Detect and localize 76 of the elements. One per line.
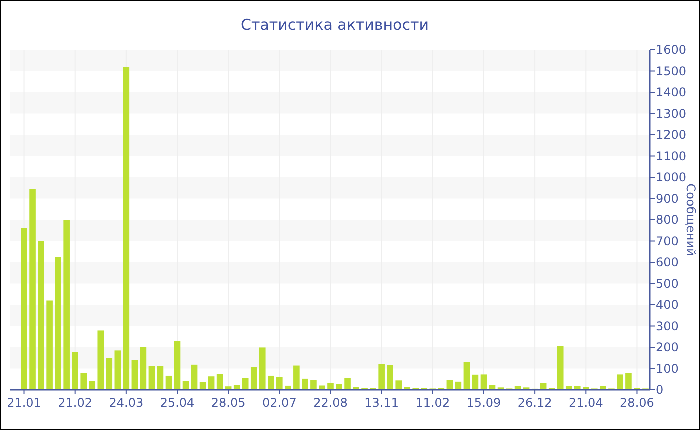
bar bbox=[259, 348, 266, 390]
bar bbox=[336, 384, 342, 390]
bar bbox=[626, 373, 632, 390]
bar bbox=[480, 374, 488, 390]
y-tick-label: 100 bbox=[656, 362, 679, 376]
bar bbox=[174, 341, 181, 390]
chart-title: Статистика активности bbox=[241, 16, 429, 34]
y-tick-label: 900 bbox=[656, 192, 679, 206]
y-tick-label: 1300 bbox=[656, 106, 687, 121]
y-tick-label: 500 bbox=[656, 276, 679, 291]
bar bbox=[557, 346, 564, 390]
x-tick-label: 02.07 bbox=[262, 396, 297, 410]
x-tick-label: 21.04 bbox=[568, 396, 604, 410]
x-tick-label: 26.12 bbox=[518, 396, 552, 410]
bar bbox=[148, 366, 156, 390]
bar bbox=[268, 376, 274, 390]
bar bbox=[276, 377, 283, 390]
bar bbox=[310, 380, 317, 390]
x-tick-label: 13.11 bbox=[364, 396, 400, 410]
bar bbox=[89, 381, 96, 390]
y-tick-label: 1200 bbox=[656, 128, 687, 142]
bar bbox=[191, 364, 198, 390]
bar bbox=[472, 374, 479, 390]
bar bbox=[216, 374, 224, 390]
y-tick-label: 400 bbox=[656, 298, 679, 312]
bar bbox=[387, 365, 394, 390]
x-tick-label: 11.02 bbox=[416, 396, 450, 410]
y-tick-label: 300 bbox=[656, 319, 679, 334]
bar bbox=[302, 378, 308, 390]
bar bbox=[464, 362, 470, 390]
y-tick-label: 1000 bbox=[656, 170, 687, 185]
y-tick-label: 600 bbox=[656, 256, 679, 270]
x-tick-label: 22.08 bbox=[314, 396, 348, 410]
bar bbox=[208, 376, 215, 390]
bar bbox=[294, 366, 300, 390]
x-tick-label: 15.09 bbox=[466, 396, 502, 410]
x-tick-label: 28.06 bbox=[620, 396, 654, 410]
bar bbox=[132, 360, 138, 390]
bar bbox=[98, 330, 104, 390]
bar bbox=[157, 366, 164, 390]
bar bbox=[396, 380, 402, 390]
bar bbox=[46, 300, 53, 390]
bar bbox=[80, 373, 87, 390]
y-tick-label: 1500 bbox=[656, 64, 687, 78]
y-tick-label: 200 bbox=[656, 340, 679, 355]
y-tick-label: 1600 bbox=[656, 43, 687, 58]
y-tick-label: 700 bbox=[656, 234, 679, 248]
bar bbox=[55, 257, 62, 390]
y-axis-title: Сообщений bbox=[684, 184, 698, 256]
bar bbox=[114, 350, 122, 390]
bar bbox=[106, 358, 113, 390]
bar bbox=[378, 364, 385, 390]
x-tick-label: 24.03 bbox=[109, 396, 144, 410]
bar bbox=[344, 378, 351, 390]
x-tick-label: 25.04 bbox=[160, 396, 195, 410]
bar bbox=[446, 380, 454, 390]
bar bbox=[21, 228, 28, 390]
x-tick-label: 21.02 bbox=[58, 396, 93, 410]
x-tick-label: 28.05 bbox=[211, 396, 246, 410]
bar bbox=[72, 352, 78, 390]
y-tick-label: 0 bbox=[656, 383, 664, 398]
y-tick-label: 800 bbox=[656, 213, 679, 228]
bar bbox=[242, 378, 249, 390]
y-tick-label: 1100 bbox=[656, 149, 687, 164]
bar bbox=[182, 381, 190, 390]
bar bbox=[123, 67, 130, 390]
bar bbox=[617, 374, 624, 390]
bar bbox=[38, 241, 44, 390]
bar bbox=[30, 189, 36, 390]
y-tick-label: 1400 bbox=[656, 86, 687, 100]
bar bbox=[140, 347, 147, 390]
bar bbox=[328, 382, 334, 390]
bar bbox=[64, 220, 70, 390]
bar bbox=[250, 367, 258, 390]
bar bbox=[166, 376, 172, 390]
x-tick-label: 21.01 bbox=[7, 396, 42, 410]
